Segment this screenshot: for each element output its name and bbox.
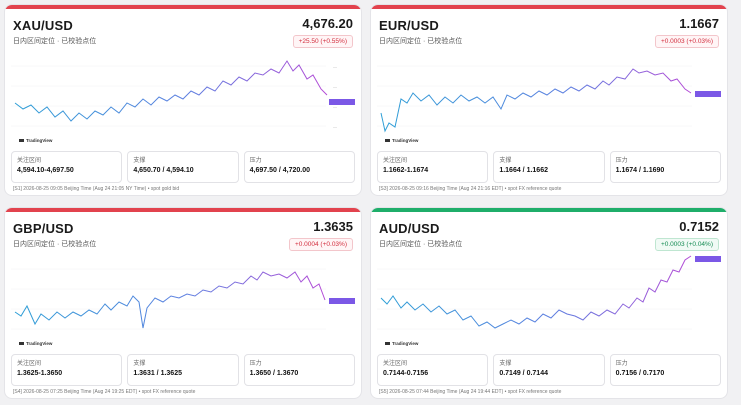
support-label: 支撑 [133,361,146,367]
range-value: 4,594.10-4,697.50 [17,167,74,174]
resistance-box: 压力 1.3650 / 1.3670 [243,354,355,386]
range-value: 0.7144-0.7156 [383,370,429,377]
level-stats: 关注区间 1.1662-1.1674 支撑 1.1664 / 1.1662 压力… [377,151,721,183]
price-chart[interactable]: TradingView [11,254,357,354]
chart-svg: TradingView [377,65,721,143]
source-footer: [S3] 2026-08-25 09:16 Beijing Time (Aug … [379,186,562,192]
range-box: 关注区间 1.1662-1.1674 [377,151,489,183]
card-subtitle: 日内区间定位 · 已校验点位 [13,241,97,248]
chart-svg: TradingView [377,255,721,346]
change-badge: +0.0003 (+0.04%) [654,238,719,251]
change-badge: +25.50 (+0.55%) [292,35,353,48]
card-subtitle: 日内区间定位 · 已校验点位 [379,38,463,45]
current-price: 4,676.20 [302,16,353,31]
support-value: 0.7149 / 0.7144 [499,370,548,377]
chart-svg: — — — — TradingView [11,60,355,143]
svg-text:—: — [333,104,337,109]
range-label: 关注区间 [17,361,42,367]
resistance-value: 1.1674 / 1.1690 [615,167,665,174]
svg-text:—: — [333,64,337,69]
price-chart[interactable]: TradingView [377,51,723,151]
resistance-box: 压力 4,697.50 / 4,720.00 [243,151,355,183]
current-price: 0.7152 [679,219,719,234]
resistance-label: 压力 [249,158,262,164]
grid-lines [377,268,692,330]
support-box: 支撑 4,650.70 / 4,594.10 [127,151,239,183]
support-label: 支撑 [133,158,146,164]
chart-svg: TradingView [11,268,355,346]
support-value: 1.1664 / 1.1662 [499,167,548,174]
resistance-label: 压力 [615,361,628,367]
resistance-box: 压力 1.1674 / 1.1690 [609,151,721,183]
current-price: 1.1667 [679,16,719,31]
pair-title: GBP/USD [13,221,74,236]
level-stats: 关注区间 1.3625-1.3650 支撑 1.3631 / 1.3625 压力… [11,354,355,386]
current-price: 1.3635 [313,219,353,234]
support-value: 4,650.70 / 4,594.10 [133,167,194,174]
range-value: 1.3625-1.3650 [17,370,63,377]
resistance-label: 压力 [615,158,628,164]
tradingview-label: TradingView [392,341,419,346]
pair-title: AUD/USD [379,221,440,236]
last-price-marker [695,91,721,97]
price-line [14,60,328,122]
tradingview-logo: TradingView [19,138,53,143]
pair-title: EUR/USD [379,18,439,33]
change-badge: +0.0003 (+0.03%) [654,35,719,48]
range-label: 关注区间 [383,361,408,367]
source-footer: [S4] 2026-08-25 07:25 Beijing Time (Aug … [13,389,196,395]
support-box: 支撑 1.3631 / 1.3625 [127,354,239,386]
price-line [380,255,692,329]
price-line [14,271,326,329]
tradingview-logo: TradingView [385,138,419,143]
range-box: 关注区间 1.3625-1.3650 [11,354,123,386]
quote-card-gbpusd: GBP/USD 1.3635 日内区间定位 · 已校验点位 +0.0004 (+… [4,207,362,399]
support-label: 支撑 [499,361,512,367]
card-subtitle: 日内区间定位 · 已校验点位 [379,241,463,248]
resistance-value: 1.3650 / 1.3670 [249,370,299,377]
tradingview-logo: TradingView [19,341,53,346]
source-footer: [S5] 2026-08-25 07:44 Beijing Time (Aug … [379,389,562,395]
pair-title: XAU/USD [13,18,73,33]
svg-text:—: — [333,124,337,129]
y-axis-labels: — — — — [333,64,337,129]
svg-text:—: — [333,84,337,89]
range-value: 1.1662-1.1674 [383,167,429,174]
support-label: 支撑 [499,158,512,164]
tradingview-label: TradingView [392,138,419,143]
grid-lines [11,268,326,330]
change-badge: +0.0004 (+0.03%) [288,238,353,251]
resistance-box: 压力 0.7156 / 0.7170 [609,354,721,386]
last-price-marker [695,256,721,262]
price-chart[interactable]: TradingView [377,254,723,354]
range-label: 关注区间 [383,158,408,164]
resistance-label: 压力 [249,361,262,367]
grid-lines [377,65,692,127]
level-stats: 关注区间 0.7144-0.7156 支撑 0.7149 / 0.7144 压力… [377,354,721,386]
price-chart[interactable]: — — — — TradingView [11,51,357,151]
grid-lines [11,65,326,127]
source-footer: [S1] 2026-08-25 09:05 Beijing Time (Aug … [13,186,180,192]
range-label: 关注区间 [17,158,42,164]
quote-card-audusd: AUD/USD 0.7152 日内区间定位 · 已校验点位 +0.0003 (+… [370,207,728,399]
support-box: 支撑 0.7149 / 0.7144 [493,354,605,386]
range-box: 关注区间 0.7144-0.7156 [377,354,489,386]
tradingview-logo: TradingView [385,341,419,346]
range-box: 关注区间 4,594.10-4,697.50 [11,151,123,183]
quote-card-xauusd: XAU/USD 4,676.20 日内区间定位 · 已校验点位 +25.50 (… [4,4,362,196]
last-price-marker [329,298,355,304]
resistance-value: 0.7156 / 0.7170 [615,370,665,377]
tradingview-label: TradingView [26,138,53,143]
quote-card-eurusd: EUR/USD 1.1667 日内区间定位 · 已校验点位 +0.0003 (+… [370,4,728,196]
price-line [380,68,692,133]
resistance-value: 4,697.50 / 4,720.00 [249,167,310,174]
level-stats: 关注区间 4,594.10-4,697.50 支撑 4,650.70 / 4,5… [11,151,355,183]
tradingview-label: TradingView [26,341,53,346]
last-price-marker [329,99,355,105]
support-box: 支撑 1.1664 / 1.1662 [493,151,605,183]
card-subtitle: 日内区间定位 · 已校验点位 [13,38,97,45]
support-value: 1.3631 / 1.3625 [133,370,182,377]
